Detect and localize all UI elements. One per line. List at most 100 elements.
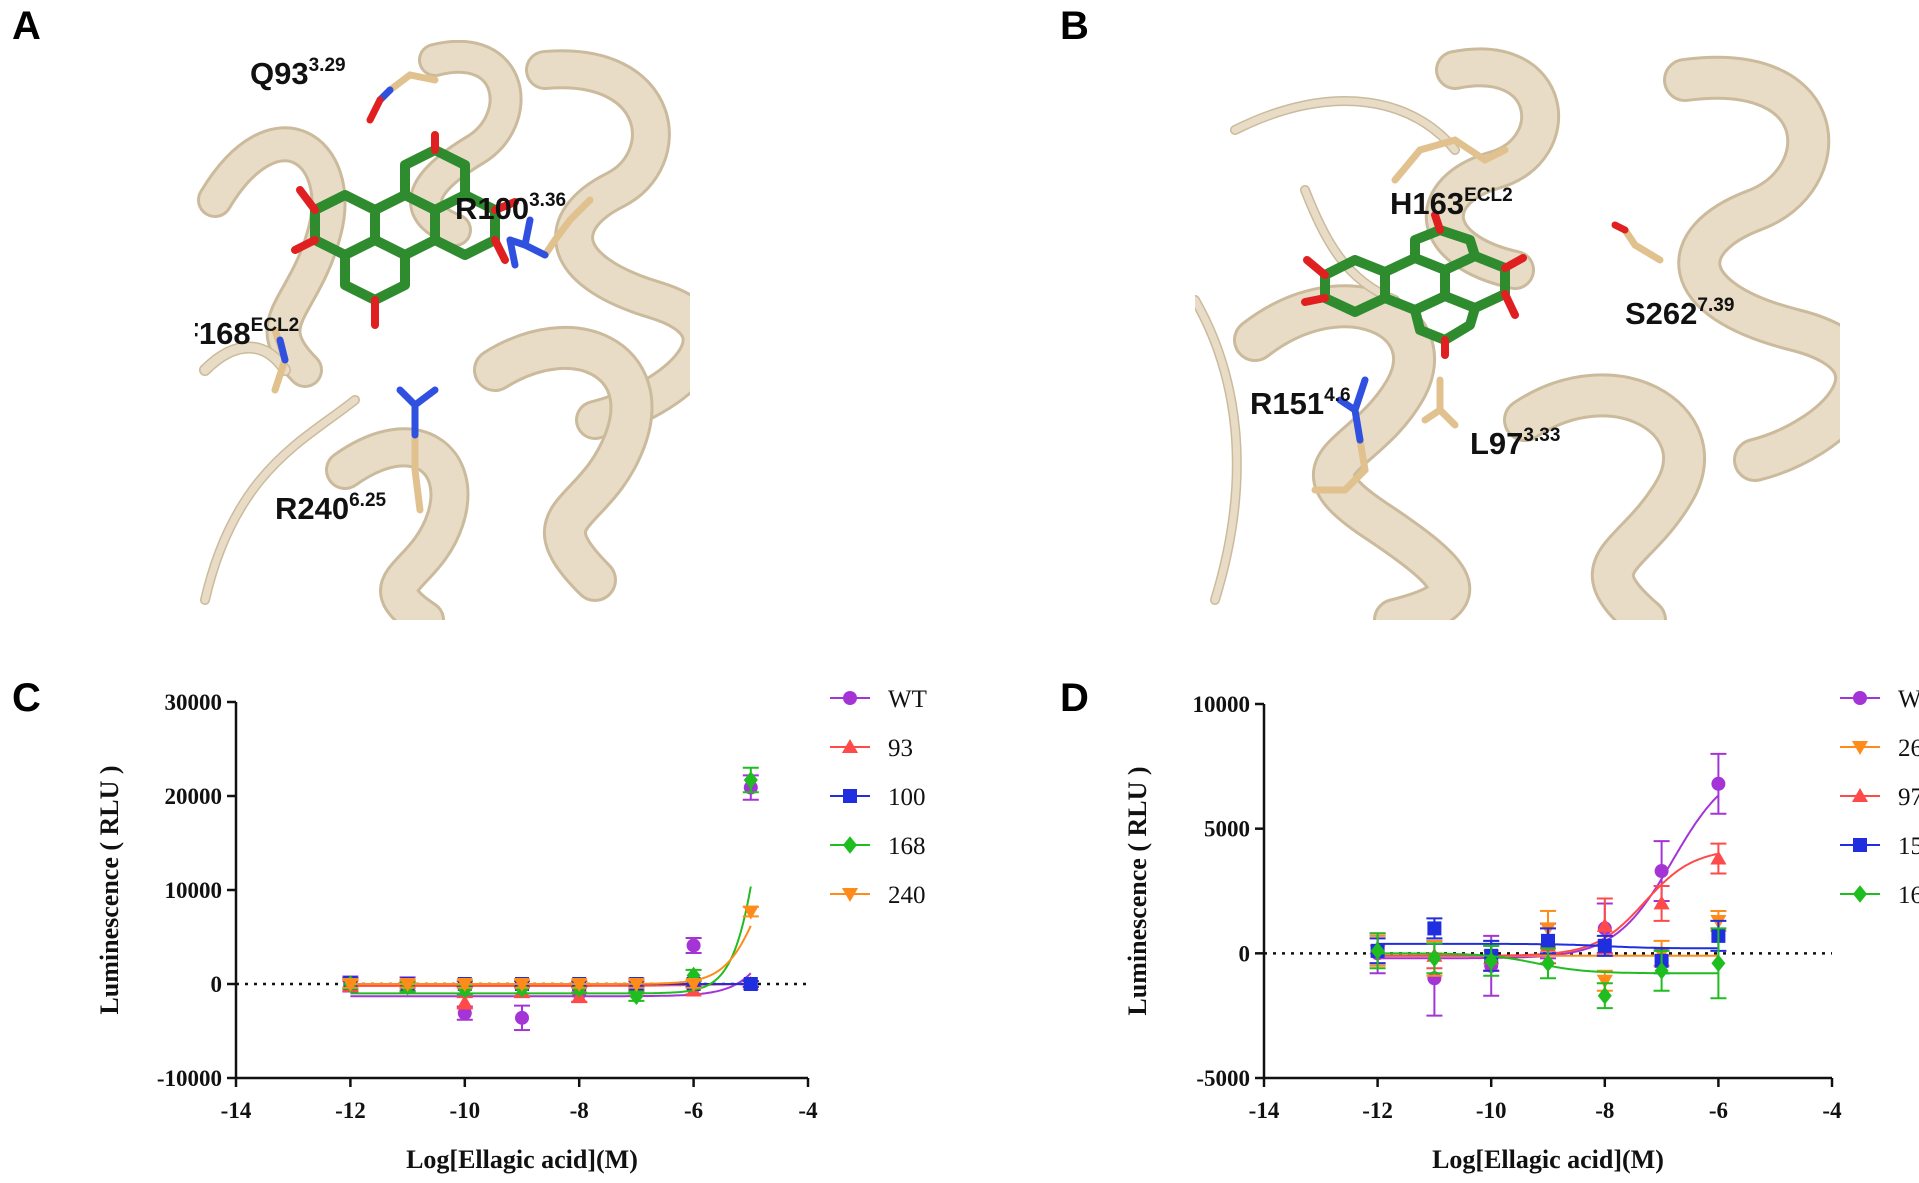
x-tick-label: -10	[1476, 1098, 1507, 1123]
legend-marker-151	[1853, 838, 1867, 852]
data-point-93	[456, 994, 473, 1009]
dose-response-chart-c: -14 -12 -10 -8 -6 -4 -10000 0 10000 20000 30000 Log…	[95, 686, 927, 1174]
x-axis-title: Log[Ellagic acid](M)	[1432, 1145, 1664, 1174]
x-tick-label: -10	[449, 1098, 480, 1123]
data-point-240	[513, 978, 531, 993]
legend-label-163: 163	[1898, 882, 1919, 909]
legend-marker-93	[841, 738, 859, 753]
data-point-240	[742, 905, 759, 920]
fit-curve-WT	[350, 972, 752, 998]
data-point-240	[628, 978, 645, 993]
x-tick-label: -4	[1822, 1098, 1842, 1123]
panel-letter-c: C	[12, 676, 41, 720]
x-tick-label: -6	[684, 1098, 703, 1123]
data-point-168	[743, 771, 758, 789]
data-point-240	[342, 978, 359, 993]
legend-label-97: 97	[1898, 784, 1919, 811]
residue-label-r151: R1514.6	[1250, 385, 1351, 421]
x-tick-label: -14	[1249, 1098, 1280, 1123]
data-point-240	[571, 978, 588, 993]
x-axis-title: Log[Ellagic acid](M)	[406, 1145, 638, 1174]
x-tick-label: -8	[570, 1098, 589, 1123]
data-point-WT	[686, 938, 701, 953]
y-tick-label: 20000	[165, 784, 223, 809]
residue-label-l97: L973.33	[1470, 425, 1561, 461]
series-168	[342, 766, 759, 1005]
series-240	[342, 905, 759, 993]
residue-label-h163: H163ECL2	[1390, 185, 1513, 221]
data-point-163	[1370, 942, 1385, 960]
series-163	[1369, 927, 1727, 1010]
data-point-240	[685, 978, 702, 993]
legend-marker-262	[1851, 741, 1869, 756]
x-tick-label: -4	[798, 1098, 818, 1123]
residue-label-r240: R2406.25	[275, 490, 387, 526]
y-tick-label: 5000	[1204, 817, 1250, 842]
legend-label-93: 93	[888, 735, 913, 762]
panel-letter-d: D	[1060, 676, 1089, 720]
legend-label-262: 262	[1898, 735, 1919, 762]
data-point-WT	[1711, 776, 1726, 791]
y-tick-label: 0	[211, 972, 223, 997]
data-point-262	[1596, 974, 1613, 989]
data-point-163	[1654, 962, 1669, 980]
legend-marker-WT	[1853, 691, 1867, 705]
panel-letter-a: A	[12, 4, 41, 48]
y-tick-label: 0	[1239, 941, 1251, 966]
data-point-163	[1541, 954, 1555, 973]
fit-curve-93	[350, 983, 751, 987]
data-point-240	[456, 978, 473, 993]
legend-label-WT: WT	[1898, 686, 1919, 713]
x-tick-label: -12	[335, 1098, 366, 1123]
y-axis-title: Luminescence ( RLU )	[95, 765, 124, 1014]
legend-label-240: 240	[888, 882, 926, 909]
fit-curve-168	[350, 886, 752, 995]
data-point-168	[686, 966, 701, 985]
data-point-163	[1711, 954, 1726, 973]
docking-view-b: H163ECL2 S2627.39 R1514.6 L973.33	[1195, 40, 1840, 620]
data-point-WT	[1654, 864, 1669, 879]
y-tick-label: -10000	[157, 1066, 222, 1091]
residue-label-s262: S2627.39	[1625, 295, 1735, 331]
legend-label-151: 151	[1898, 833, 1919, 860]
data-point-163	[1484, 952, 1499, 970]
protein-ribbon-b	[1195, 47, 1840, 620]
legend-marker-163	[1853, 885, 1867, 903]
data-point-240	[399, 978, 416, 993]
fit-curve-240	[350, 925, 752, 985]
data-point-WT	[1427, 971, 1442, 986]
y-tick-label: 10000	[165, 878, 223, 903]
data-point-151	[1597, 938, 1612, 953]
protein-ribbon-a	[197, 40, 690, 620]
residue-label-f168: F168ECL2	[195, 315, 300, 351]
data-point-151	[1427, 921, 1442, 936]
panel-letter-b: B	[1060, 4, 1089, 48]
y-tick-label: -5000	[1196, 1066, 1250, 1091]
data-point-163	[1427, 949, 1442, 968]
legend-marker-WT	[843, 691, 857, 705]
data-point-WT	[457, 1006, 472, 1021]
x-tick-label: -12	[1362, 1098, 1393, 1123]
legend: WT 262 97 151 163	[1840, 686, 1919, 909]
legend-label-100: 100	[888, 784, 926, 811]
x-tick-label: -6	[1709, 1098, 1728, 1123]
legend-marker-100	[843, 789, 857, 803]
x-tick-label: -14	[221, 1098, 252, 1123]
data-point-151	[1541, 933, 1555, 948]
y-tick-label: 30000	[165, 690, 223, 715]
data-point-100	[743, 977, 758, 991]
data-point-WT	[515, 1010, 529, 1025]
residue-label-r100: R1003.36	[455, 190, 567, 226]
legend-marker-240	[841, 888, 859, 903]
dose-response-chart-d: -14 -12 -10 -8 -6 -4 -5000 0 5000 10000 Log[Ellagi…	[1123, 686, 1919, 1174]
legend-label-WT: WT	[888, 686, 927, 713]
x-tick-label: -8	[1595, 1098, 1614, 1123]
residue-label-q93: Q933.29	[250, 55, 346, 91]
legend: WT 93 100 168 240	[830, 686, 927, 909]
legend-marker-97	[1851, 787, 1869, 802]
legend-label-168: 168	[888, 833, 926, 860]
docking-view-a: Q933.29 R1003.36 F168ECL2 R2406.25	[195, 40, 690, 620]
y-axis-title: Luminescence ( RLU )	[1123, 766, 1152, 1015]
data-point-97	[1653, 895, 1670, 910]
legend-marker-168	[843, 836, 857, 854]
